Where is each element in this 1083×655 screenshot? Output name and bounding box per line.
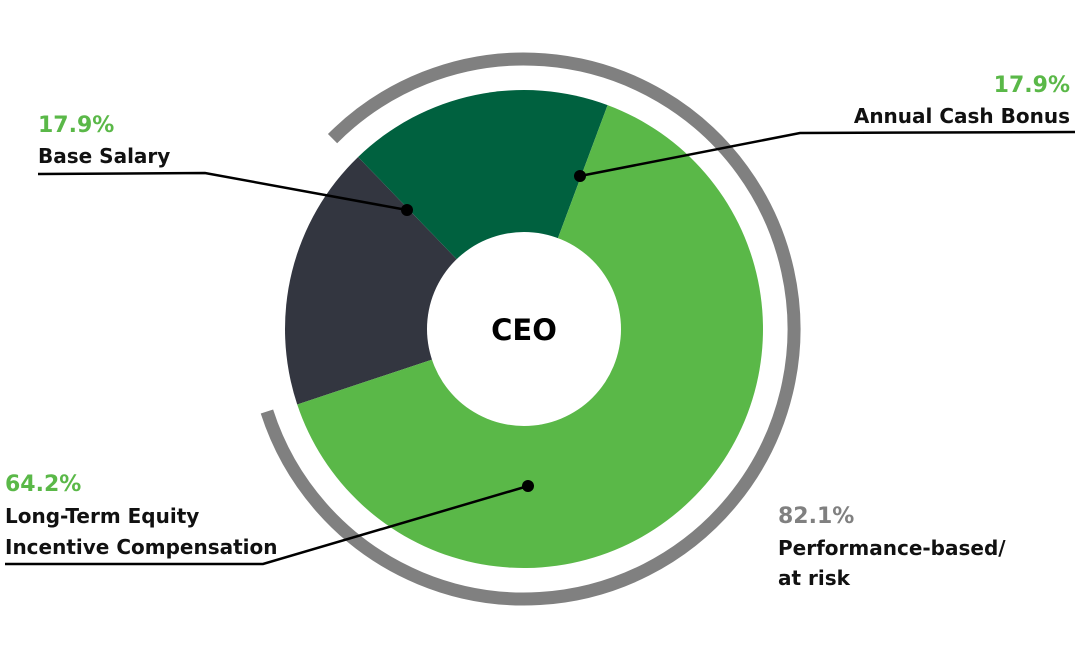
label-performance-based-line2: at risk (778, 566, 851, 590)
label-annual-cash-bonus: Annual Cash Bonus (854, 104, 1070, 128)
callout-long-term-equity: 64.2% Long-Term Equity Incentive Compens… (5, 472, 534, 566)
center-label: CEO (491, 313, 557, 347)
callout-performance-based: 82.1% Performance-based/ at risk (778, 504, 1006, 590)
callout-base-salary: 17.9% Base Salary (37, 113, 413, 216)
leader-line-long-term-equity (5, 484, 529, 566)
label-long-term-equity-line1: Long-Term Equity (5, 504, 199, 528)
pct-label-base-salary: 17.9% (38, 113, 114, 138)
callout-annual-cash-bonus: 17.9% Annual Cash Bonus (574, 73, 1076, 182)
pct-label-long-term-equity: 64.2% (5, 472, 81, 497)
callout-dot-base-salary (401, 204, 413, 216)
pct-label-performance-based: 82.1% (778, 504, 854, 529)
performance-bracket-arc (260, 52, 801, 606)
callout-dot-long-term-equity (522, 480, 534, 492)
label-base-salary: Base Salary (38, 144, 170, 168)
leader-line-base-salary (37, 171, 408, 212)
leader-line-annual-cash-bonus (579, 130, 1076, 178)
callout-dot-annual-cash-bonus (574, 170, 586, 182)
pct-label-annual-cash-bonus: 17.9% (994, 73, 1070, 98)
label-long-term-equity-line2: Incentive Compensation (5, 535, 278, 559)
donut-hole (427, 232, 621, 426)
label-performance-based-line1: Performance-based/ (778, 536, 1006, 560)
